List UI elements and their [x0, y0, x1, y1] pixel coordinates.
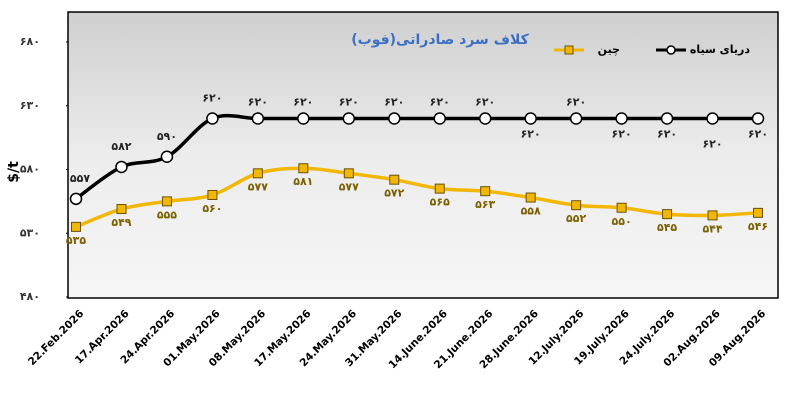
chart-title: کلاف سرد صادراتی(فوب) [351, 32, 529, 48]
y-tick-label: ۶۸۰ [20, 35, 40, 48]
point [389, 174, 400, 185]
point [343, 168, 354, 179]
data-label: ۵۴۶ [748, 220, 768, 233]
y-axis-label: $/t [6, 161, 22, 183]
series-line [75, 166, 759, 229]
legend-marker [666, 45, 676, 55]
data-label: ۵۵۵ [157, 208, 177, 221]
data-label: ۶۲۰ [566, 96, 586, 109]
data-label: ۵۷۲ [384, 187, 404, 200]
point [569, 112, 583, 125]
point [160, 150, 174, 163]
point [525, 192, 536, 203]
point [571, 200, 582, 211]
data-label: ۶۲۰ [293, 96, 313, 109]
data-label: ۵۶۰ [202, 202, 222, 215]
data-label: ۶۲۰ [612, 128, 632, 141]
point [478, 112, 492, 125]
data-label: ۶۲۰ [248, 96, 268, 109]
data-label: ۵۶۳ [475, 198, 495, 211]
data-label: ۵۸۲ [111, 140, 131, 153]
data-label: ۵۶۵ [430, 196, 450, 209]
data-label: ۶۲۰ [748, 128, 768, 141]
point [342, 112, 356, 125]
point [297, 112, 310, 125]
point [615, 112, 628, 125]
y-tick-label: ۵۳۰ [20, 226, 40, 239]
data-label: ۶۲۰ [475, 96, 495, 109]
data-label: ۵۴۴ [702, 222, 722, 235]
point [433, 112, 446, 125]
point [616, 202, 627, 213]
point [251, 112, 265, 125]
point [116, 204, 127, 215]
data-label: ۵۴۵ [657, 221, 677, 234]
point [115, 160, 128, 174]
y-tick-label: ۴۸۰ [20, 290, 40, 303]
point [660, 112, 674, 125]
point [207, 190, 218, 200]
point [662, 209, 673, 220]
point [206, 112, 219, 125]
point [706, 112, 719, 125]
data-label: ۵۵۰ [612, 215, 632, 228]
y-tick-label: ۶۳۰ [20, 99, 40, 112]
data-label: ۶۲۰ [339, 96, 359, 109]
data-label: ۶۲۰ [202, 92, 222, 105]
point [69, 192, 83, 206]
plot-area [67, 11, 779, 299]
y-tick-label: ۵۸۰ [20, 163, 40, 176]
legend-marker [564, 45, 574, 55]
data-label: ۶۲۰ [384, 96, 404, 109]
legend-label: دریای سیاه [690, 43, 750, 56]
point [161, 196, 172, 207]
data-label: ۶۲۰ [521, 128, 541, 141]
data-label: ۶۲۰ [430, 96, 450, 109]
data-label: ۵۸۱ [293, 175, 313, 188]
series-line [74, 113, 758, 201]
point [434, 183, 445, 194]
data-label: ۵۹۰ [157, 130, 177, 143]
legend-label: چین [598, 43, 620, 56]
data-label: ۵۵۷ [70, 172, 90, 185]
data-label: ۵۵۲ [566, 212, 586, 225]
data-label: ۵۷۷ [339, 180, 359, 193]
data-label: ۵۳۵ [66, 234, 86, 247]
data-label: ۵۵۸ [521, 205, 541, 218]
point [480, 186, 491, 197]
point [524, 112, 537, 125]
point [71, 221, 81, 232]
point [753, 207, 763, 218]
point [751, 112, 765, 125]
data-label: ۶۲۰ [702, 138, 722, 151]
data-label: ۵۷۷ [248, 180, 268, 193]
data-label: ۶۲۰ [657, 128, 677, 141]
point [707, 210, 718, 221]
data-label: ۵۴۹ [111, 216, 131, 229]
point [388, 112, 401, 125]
point [298, 163, 309, 174]
point [252, 168, 263, 179]
